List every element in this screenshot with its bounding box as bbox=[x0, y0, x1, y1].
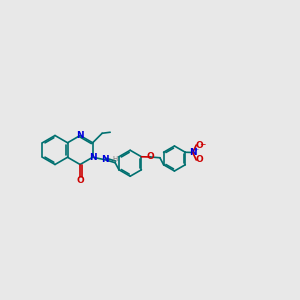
Text: O: O bbox=[195, 140, 203, 149]
Text: −: − bbox=[200, 140, 206, 149]
Text: N: N bbox=[189, 148, 197, 157]
Text: N: N bbox=[89, 153, 97, 162]
Text: O: O bbox=[195, 155, 203, 164]
Text: N: N bbox=[76, 131, 84, 140]
Text: N: N bbox=[101, 155, 109, 164]
Text: O: O bbox=[76, 176, 84, 185]
Text: +: + bbox=[193, 147, 198, 152]
Text: H: H bbox=[112, 156, 118, 162]
Text: O: O bbox=[147, 152, 154, 161]
